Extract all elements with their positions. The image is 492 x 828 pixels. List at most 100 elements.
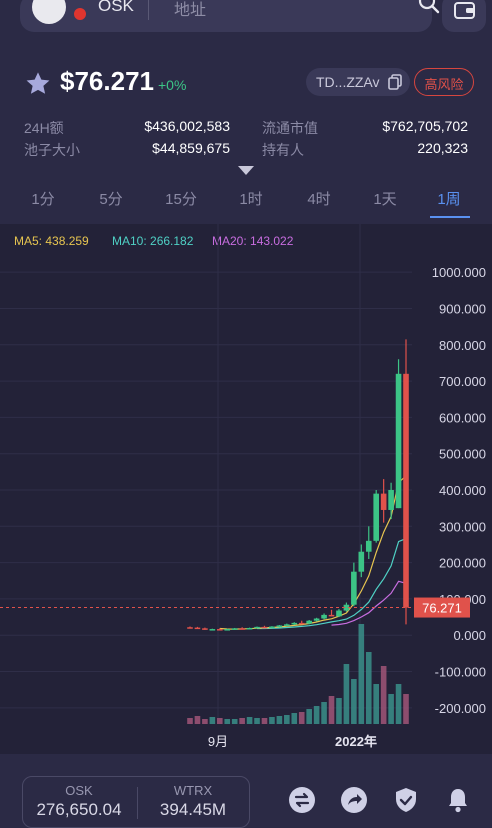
y-tick-label: 700.000: [439, 374, 486, 389]
candle-body: [388, 490, 394, 510]
price-header: $76.271 +0% TD...ZZAv 高风险 24H额 $436,002,…: [0, 48, 492, 226]
volume-bar: [351, 679, 357, 724]
ma5-text: MA5: 438.259: [14, 234, 89, 248]
y-tick-label: 800.000: [439, 338, 486, 353]
candle-body: [239, 628, 245, 630]
volume-bar: [380, 666, 387, 724]
tab-1h[interactable]: 1时: [239, 191, 263, 208]
candle-body: [365, 540, 372, 552]
holders-value: 220,323: [417, 140, 468, 156]
volume-bar: [403, 694, 409, 724]
search-divider: [148, 0, 149, 20]
volume-bar: [298, 712, 305, 724]
last-price-tag: [414, 597, 470, 618]
ma20-legend: MA20: 143.022: [212, 234, 293, 248]
candle-body: [216, 629, 223, 631]
volume-bar: [254, 718, 260, 724]
expand-chevron-down-icon[interactable]: [238, 166, 254, 175]
candle-body: [209, 629, 216, 631]
share-icon[interactable]: [340, 786, 368, 814]
tron-badge-icon: [72, 6, 88, 22]
volume-bar: [343, 664, 350, 724]
volume-bar: [365, 652, 372, 724]
ma10-text: MA10: 266.182: [112, 234, 194, 248]
candle-body: [187, 627, 193, 629]
tab-4h[interactable]: 4时: [307, 191, 331, 208]
search-icon[interactable]: [418, 0, 440, 14]
swap-icon[interactable]: [288, 786, 316, 814]
volume-bar: [336, 698, 342, 724]
bell-icon[interactable]: [444, 786, 472, 814]
ma10-legend: MA10: 266.182: [112, 234, 193, 248]
volume-bar: [246, 717, 253, 724]
contract-address: TD...ZZAv: [316, 74, 380, 90]
volume-bar: [321, 702, 327, 724]
shield-check-icon[interactable]: [392, 786, 420, 814]
candle-body: [284, 624, 290, 626]
active-tab-indicator: [430, 216, 470, 218]
candle-body: [231, 628, 238, 630]
volume-bar: [216, 718, 223, 724]
candle-body: [380, 493, 387, 510]
pair-divider: [137, 787, 138, 819]
volume-bar: [187, 718, 193, 724]
tab-1w[interactable]: 1周: [437, 191, 461, 208]
ma5-legend: MA5: 438.259: [14, 234, 89, 248]
copy-icon[interactable]: [388, 74, 402, 90]
volume-bar: [358, 624, 365, 724]
candle-body: [373, 493, 380, 541]
pair-base-symbol: OSK: [65, 783, 93, 798]
candle-body: [298, 622, 305, 625]
candle-body: [276, 625, 283, 627]
y-tick-label: 900.000: [439, 301, 486, 316]
candle-body: [194, 627, 201, 630]
candle-body: [224, 629, 231, 631]
risk-badge[interactable]: 高风险: [414, 68, 474, 96]
y-tick-label: 600.000: [439, 410, 486, 425]
volume-bar: [291, 713, 298, 724]
volume-bar: [306, 709, 312, 724]
volume-bar: [395, 684, 402, 724]
candle-body: [254, 626, 260, 629]
wallet-button[interactable]: [442, 0, 486, 32]
bottom-bar: OSK 276,650.04 WTRX 394.45M: [0, 772, 492, 828]
price-chart[interactable]: MA5: 438.259 MA10: 266.182 MA20: 143.022…: [0, 224, 492, 754]
volume-bar: [373, 684, 380, 724]
candle-body: [313, 618, 320, 621]
y-tick-label: 400.000: [439, 483, 486, 498]
search-bar[interactable]: OSK 地址: [20, 0, 440, 32]
mcap-value: $762,705,702: [382, 118, 468, 134]
candle-body: [306, 620, 312, 624]
holders-label: 持有人: [262, 142, 304, 158]
candle-body: [246, 627, 253, 630]
volume-bar: [261, 718, 268, 724]
pair-base: OSK 276,650.04: [23, 783, 135, 820]
candle-body: [269, 626, 275, 629]
tab-1m[interactable]: 1分: [31, 191, 55, 208]
token-symbol[interactable]: OSK: [98, 0, 134, 15]
volume-bar: [239, 718, 245, 724]
contract-address-chip[interactable]: TD...ZZAv: [306, 68, 410, 96]
pair-base-amount: 276,650.04: [36, 800, 122, 819]
candlestick-chart[interactable]: 1000.000 900.000 800.000 700.000 600.000 500.…: [0, 224, 492, 754]
candle-body: [291, 622, 298, 625]
pair-quote-symbol: WTRX: [173, 783, 213, 798]
volume-bar: [209, 717, 216, 724]
ma20-line: [331, 580, 407, 626]
risk-label: 高风险: [424, 77, 464, 92]
last-price-label: 76.271: [422, 601, 462, 616]
y-tick-label: 300.000: [439, 519, 486, 534]
address-input[interactable]: 地址: [174, 2, 207, 19]
tab-1d[interactable]: 1天: [373, 191, 397, 208]
tab-5m[interactable]: 5分: [99, 191, 123, 208]
volume-bar: [269, 717, 275, 724]
volume-bar: [388, 694, 394, 724]
y-tick-label: -200.000: [435, 701, 486, 716]
candle-body: [261, 626, 268, 629]
tab-15m[interactable]: 15分: [165, 191, 197, 208]
volume-bar: [202, 719, 208, 724]
pair-quote-amount: 394.45M: [159, 800, 227, 819]
volume-bar: [194, 716, 201, 724]
favorite-star-icon[interactable]: [24, 70, 52, 98]
x-tick-label: 9月: [208, 734, 228, 749]
